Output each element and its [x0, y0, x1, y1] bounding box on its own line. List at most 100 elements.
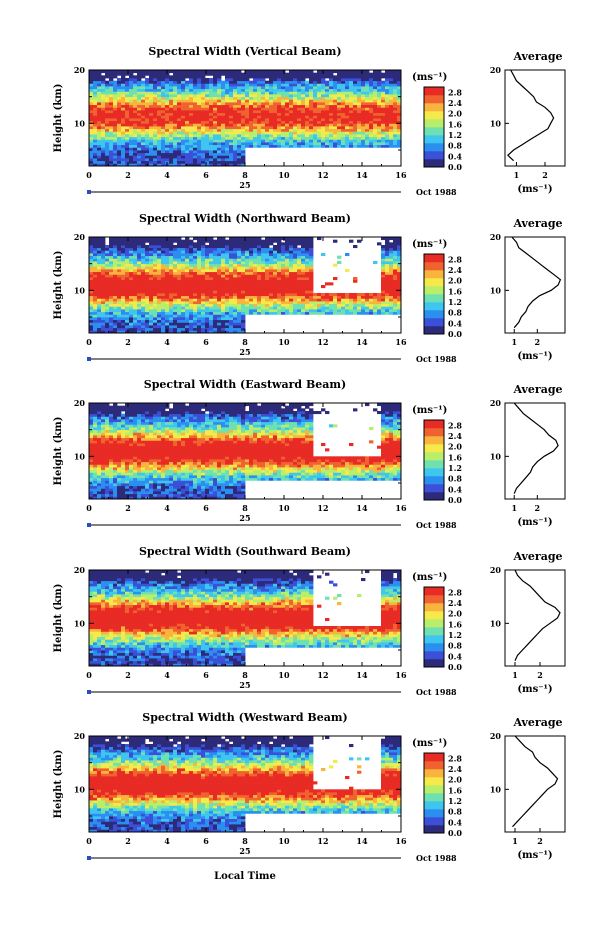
- heatmap-cell: [109, 126, 114, 130]
- heatmap-cell: [309, 110, 314, 114]
- heatmap-cell: [237, 287, 242, 291]
- heatmap-cell: [225, 271, 230, 275]
- heatmap-cell: [141, 290, 146, 294]
- heatmap-cell: [397, 107, 402, 111]
- heatmap-cell: [157, 239, 162, 243]
- heatmap-cell: [205, 139, 210, 143]
- heatmap-cell: [249, 134, 254, 138]
- heatmap-cell: [177, 99, 182, 103]
- heatmap-cell: [113, 75, 118, 79]
- heatmap-cell: [177, 155, 182, 159]
- heatmap-cell: [309, 118, 314, 122]
- heatmap-cell: [261, 112, 266, 116]
- heatmap-cell: [93, 483, 98, 487]
- heatmap-cell: [93, 279, 98, 283]
- heatmap-cell: [265, 277, 270, 281]
- heatmap-cell: [269, 301, 274, 305]
- heatmap-cell: [97, 435, 102, 439]
- heatmap-cell: [177, 274, 182, 278]
- heatmap-cell: [141, 237, 146, 241]
- heatmap-cell: [121, 290, 126, 294]
- heatmap-cell: [225, 319, 230, 323]
- heatmap-cell: [125, 295, 130, 299]
- heatmap-cell: [145, 298, 150, 302]
- heatmap-cell: [293, 136, 298, 140]
- heatmap-cell: [269, 237, 274, 241]
- heatmap-cell: [101, 309, 106, 313]
- colorbar-segment: [424, 111, 444, 120]
- heatmap-cell: [313, 72, 318, 76]
- heatmap-cell: [313, 128, 318, 132]
- heatmap-cell: [177, 322, 182, 326]
- heatmap-cell: [265, 237, 270, 241]
- heatmap-cell: [197, 237, 202, 241]
- heatmap-cell: [393, 247, 398, 251]
- heatmap-cell: [317, 301, 322, 305]
- heatmap-cell: [125, 131, 130, 135]
- heatmap-cell: [229, 247, 234, 251]
- heatmap-cell: [89, 245, 94, 249]
- heatmap-cell: [113, 255, 118, 259]
- heatmap-cell: [277, 279, 282, 283]
- heatmap-cell: [169, 118, 174, 122]
- heatmap-cell: [105, 139, 110, 143]
- heatmap-cell: [333, 139, 338, 143]
- heatmap-cell: [313, 134, 318, 138]
- heatmap-cell: [189, 72, 194, 76]
- heatmap-cell: [373, 303, 378, 307]
- heatmap-cell: [237, 78, 242, 82]
- heatmap-cell: [121, 155, 126, 159]
- heatmap-cell: [301, 75, 306, 79]
- heatmap-cell: [181, 158, 186, 162]
- heatmap-cell: [109, 239, 114, 243]
- heatmap-cell: [253, 311, 258, 315]
- heatmap-cell: [265, 306, 270, 310]
- heatmap-cell: [221, 88, 226, 92]
- heatmap-cell: [365, 112, 370, 116]
- heatmap-cell: [297, 83, 302, 87]
- heatmap-cell: [97, 419, 102, 423]
- heatmap-cell: [237, 247, 242, 251]
- heatmap-cell: [129, 325, 134, 329]
- heatmap-cell: [241, 330, 246, 334]
- heatmap-cell: [145, 72, 150, 76]
- heatmap-cell: [349, 293, 354, 297]
- heatmap-cell: [181, 263, 186, 267]
- heatmap-cell: [161, 152, 166, 156]
- heatmap-cell: [97, 317, 102, 321]
- heatmap-cell: [213, 298, 218, 302]
- heatmap-cell: [105, 253, 110, 257]
- heatmap-cell: [261, 279, 266, 283]
- heatmap-cell: [181, 118, 186, 122]
- heatmap-cell: [377, 136, 382, 140]
- heatmap-cell: [177, 279, 182, 283]
- heatmap-cell: [329, 107, 334, 111]
- heatmap-cell: [129, 285, 134, 289]
- heatmap-cell: [173, 160, 178, 164]
- heatmap-cell: [317, 120, 322, 124]
- heatmap-cell: [113, 102, 118, 106]
- heatmap-cell: [385, 250, 390, 254]
- heatmap-cell: [241, 301, 246, 305]
- heatmap-cell: [209, 96, 214, 100]
- heatmap-cell: [97, 330, 102, 334]
- heatmap-cell: [281, 237, 286, 241]
- heatmap-cell: [161, 255, 166, 259]
- heatmap-cell: [201, 136, 206, 140]
- heatmap-cell: [241, 266, 246, 270]
- heatmap-cell: [117, 279, 122, 283]
- heatmap-cell: [321, 126, 326, 130]
- heatmap-cell: [109, 242, 114, 246]
- heatmap-cell: [225, 314, 230, 318]
- heatmap-cell: [221, 96, 226, 100]
- heatmap-cell: [249, 298, 254, 302]
- heatmap-cell: [93, 421, 98, 425]
- heatmap-cell: [129, 136, 134, 140]
- heatmap-cell: [105, 142, 110, 146]
- heatmap-cell: [249, 247, 254, 251]
- heatmap-cell: [89, 325, 94, 329]
- heatmap-cell: [177, 258, 182, 262]
- heatmap-cell: [125, 99, 130, 103]
- heatmap-cell: [209, 134, 214, 138]
- heatmap-cell: [393, 266, 398, 270]
